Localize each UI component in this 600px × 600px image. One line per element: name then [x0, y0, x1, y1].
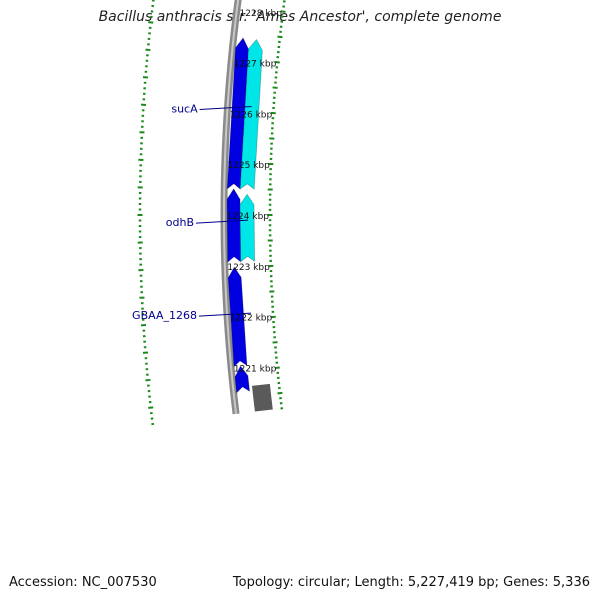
ruler-label: 1222 kbp	[230, 314, 273, 324]
inner-tick-ring-mark	[280, 10, 286, 13]
ruler-label: 1228 kbp	[240, 9, 283, 19]
gene-layer	[226, 37, 263, 394]
ruler-label: 1223 kbp	[227, 263, 270, 273]
topology-text: Topology: circular; Length: 5,227,419 bp…	[232, 575, 590, 590]
ruler-label: 1225 kbp	[227, 161, 270, 171]
gene-label: GBAA_1268	[132, 309, 197, 322]
gene-unnamed-2	[226, 188, 242, 263]
inner-tick-ring	[267, 0, 286, 410]
outer-tick-ring	[137, 0, 155, 426]
inner-tick-ring-mark	[277, 35, 283, 39]
label-leader-line	[198, 312, 252, 317]
inner-tick-ring-mark	[277, 391, 283, 395]
label-leader-line	[195, 219, 249, 224]
gene-suca	[239, 38, 263, 191]
label-layer: 1221 kbp 1222 kbp 1223 kbp 1224 kbp 1225 kbp…	[132, 9, 283, 375]
ruler-label: 1224 kbp	[227, 212, 270, 222]
backbone-gene-edge	[251, 383, 273, 412]
accession-text: Accession: NC_007530	[9, 575, 157, 590]
gene-gbaa-1268	[227, 266, 248, 368]
genome-title: Bacillus anthracis str. 'Ames Ancestor',…	[98, 9, 502, 25]
gene-label: sucA	[171, 103, 198, 116]
gene-label: odhB	[166, 216, 194, 229]
tick-layer	[137, 0, 286, 426]
label-leader-line	[199, 106, 252, 111]
gene-unnamed-0	[234, 365, 251, 394]
gene-odhb	[239, 193, 256, 263]
outer-tick-ring-mark	[148, 21, 154, 24]
outer-tick-ring-mark	[148, 406, 154, 409]
ruler-label: 1221 kbp	[234, 364, 277, 374]
ruler-label: 1226 kbp	[230, 110, 273, 120]
ruler-label: 1227 kbp	[234, 60, 277, 70]
